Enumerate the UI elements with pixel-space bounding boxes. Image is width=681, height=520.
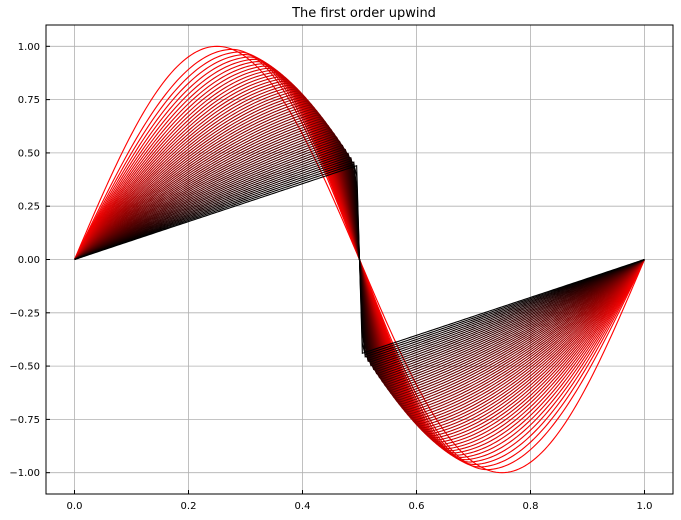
x-tick-label: 0.6 [409, 501, 425, 512]
y-tick-label: −1.00 [9, 468, 40, 479]
y-tick-label: −0.25 [9, 308, 40, 319]
series-line [74, 164, 645, 355]
y-tick-label: 1.00 [18, 42, 40, 53]
y-tick-label: −0.75 [9, 415, 40, 426]
ticks-layer: 0.0 0.2 0.4 0.6 0.8 1.0 1.00 0.75 0.50 0.25 0.00 −0… [9, 42, 652, 512]
y-tick-label: 0.50 [18, 148, 40, 159]
chart-title: The first order upwind [291, 6, 436, 21]
curves-layer [73, 45, 646, 474]
x-tick-label: 1.0 [637, 501, 653, 512]
y-tick-label: −0.50 [9, 362, 40, 373]
y-tick-label: 0.25 [18, 202, 40, 213]
x-tick-label: 0.4 [295, 501, 311, 512]
y-tick-label: 0.75 [18, 95, 40, 106]
x-tick-label: 0.2 [181, 501, 197, 512]
x-tick-label: 0.0 [67, 501, 83, 512]
x-tick-label: 0.8 [523, 501, 539, 512]
y-tick-label: 0.00 [18, 255, 40, 266]
